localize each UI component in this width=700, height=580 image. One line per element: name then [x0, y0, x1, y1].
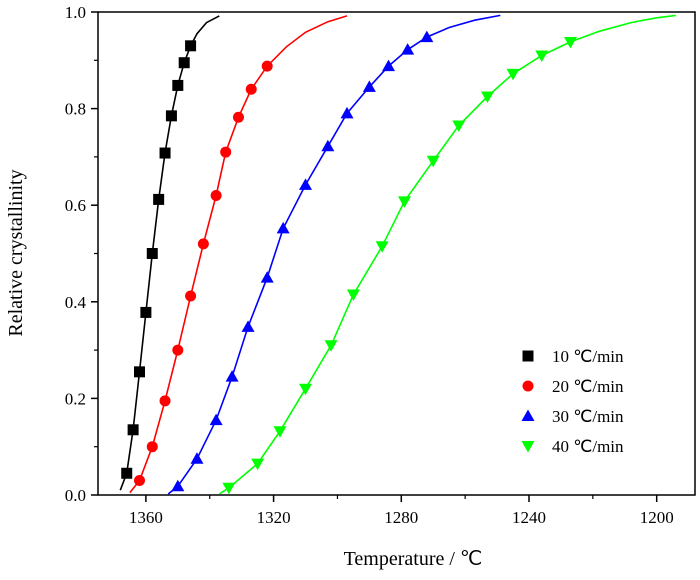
- data-point-series-1: [153, 193, 165, 205]
- data-point-series-4: [251, 458, 265, 471]
- y-tick-label: 1.0: [65, 3, 86, 22]
- x-tick-label: 1200: [640, 508, 674, 527]
- data-point-series-3: [362, 80, 376, 92]
- x-axis-ticks: 1360 1320 1280 1240 1200: [129, 495, 674, 527]
- legend-marker-1: [522, 350, 534, 362]
- data-point-series-4: [506, 68, 520, 81]
- curve-triangle-up: [167, 14, 501, 495]
- data-point-series-4: [222, 482, 236, 495]
- x-tick-label: 1360: [129, 508, 163, 527]
- data-point-series-1: [172, 79, 184, 91]
- data-point-series-1: [134, 366, 146, 378]
- data-point-series-1: [127, 424, 139, 436]
- data-point-series-2: [245, 83, 257, 95]
- y-tick-label: 0.0: [65, 486, 86, 505]
- curve-square: [119, 15, 220, 491]
- data-point-series-3: [276, 221, 290, 234]
- legend-marker-3: [521, 409, 535, 421]
- data-point-series-4: [535, 50, 549, 62]
- curve-circle: [129, 15, 348, 494]
- data-point-series-3: [260, 271, 274, 283]
- y-tick-label: 0.6: [65, 196, 86, 215]
- y-axis-title: Relative crystallinity: [5, 169, 27, 336]
- data-point-series-3: [171, 479, 185, 492]
- y-tick-label: 0.2: [65, 389, 86, 408]
- data-point-series-4: [397, 196, 411, 208]
- data-point-series-4: [426, 155, 440, 168]
- data-point-series-1: [185, 40, 197, 52]
- data-point-series-4: [480, 91, 494, 104]
- legend-label-4: 40 ℃/min: [552, 437, 624, 456]
- x-tick-label: 1240: [512, 508, 546, 527]
- data-point-series-3: [225, 370, 239, 382]
- data-point-series-2: [146, 441, 158, 453]
- data-point-series-2: [261, 60, 273, 72]
- data-point-series-2: [210, 190, 222, 202]
- x-tick-label: 1320: [257, 508, 291, 527]
- data-point-series-4: [273, 426, 287, 438]
- data-point-series-2: [232, 111, 244, 123]
- data-point-series-1: [178, 57, 190, 69]
- data-point-series-2: [172, 344, 184, 356]
- data-point-series-1: [165, 110, 177, 122]
- data-point-series-3: [299, 178, 313, 190]
- legend: 10 ℃/min 20 ℃/min 30 ℃/min 40 ℃/min: [521, 347, 624, 456]
- data-markers: [121, 30, 577, 495]
- data-point-series-2: [159, 395, 171, 407]
- data-point-series-4: [563, 36, 577, 49]
- data-point-series-4: [346, 289, 360, 302]
- legend-marker-2: [522, 380, 534, 392]
- data-point-series-3: [241, 320, 255, 332]
- data-point-series-3: [382, 59, 396, 72]
- legend-label-2: 20 ℃/min: [552, 377, 624, 396]
- legend-label-3: 30 ℃/min: [552, 407, 624, 426]
- data-point-series-3: [401, 43, 415, 55]
- x-axis-title: Temperature / ℃: [344, 548, 483, 570]
- data-point-series-4: [299, 383, 313, 396]
- data-point-series-3: [190, 452, 204, 464]
- y-tick-label: 0.4: [65, 293, 87, 312]
- data-point-series-4: [375, 241, 389, 253]
- data-point-series-2: [220, 146, 232, 158]
- data-point-series-3: [321, 139, 335, 152]
- data-point-series-2: [197, 238, 209, 250]
- data-point-series-1: [140, 306, 152, 318]
- data-point-series-2: [185, 290, 197, 302]
- data-point-series-3: [340, 106, 354, 119]
- y-axis-ticks: 0.0 0.2 0.4 0.6 0.8 1.0: [65, 3, 98, 505]
- y-tick-label: 0.8: [65, 100, 86, 119]
- data-point-series-1: [159, 147, 171, 159]
- data-point-series-1: [146, 248, 158, 259]
- legend-marker-4: [521, 441, 535, 453]
- data-point-series-1: [121, 467, 133, 479]
- legend-label-1: 10 ℃/min: [552, 347, 624, 366]
- data-point-series-3: [420, 30, 434, 43]
- data-point-series-4: [324, 340, 338, 352]
- data-point-series-2: [134, 475, 146, 487]
- x-tick-label: 1280: [384, 508, 418, 527]
- data-point-series-4: [452, 120, 466, 133]
- data-point-series-3: [209, 413, 223, 426]
